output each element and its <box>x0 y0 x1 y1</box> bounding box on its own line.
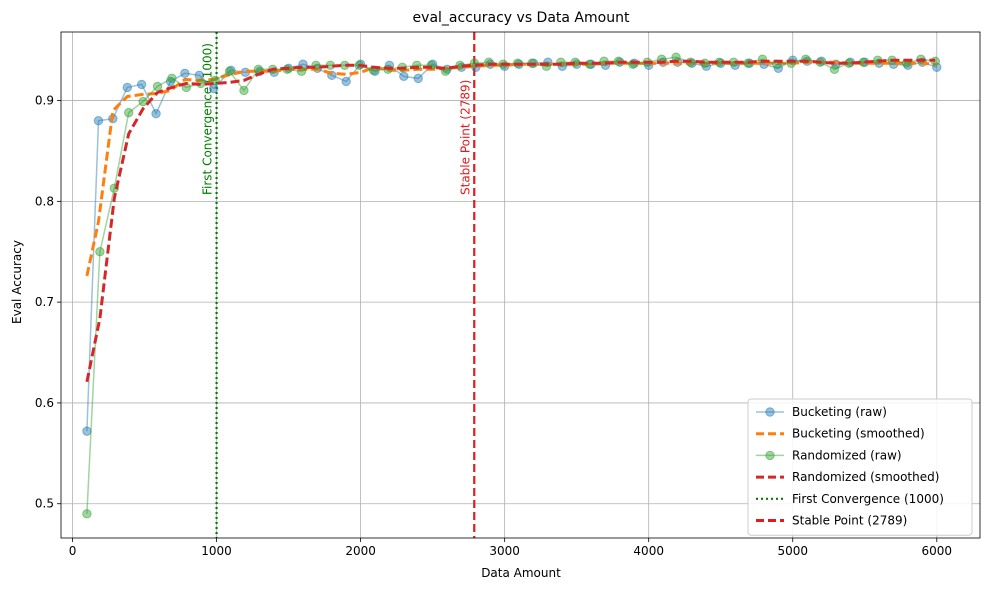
y-axis-label: Eval Accuracy <box>10 240 24 324</box>
data-point <box>82 509 92 519</box>
legend-swatch-marker <box>765 450 775 461</box>
legend-swatch-marker <box>765 407 775 417</box>
x-axis-label: Data Amount <box>481 566 561 580</box>
legend-label: First Convergence (1000) <box>792 492 944 506</box>
legend-box <box>747 398 973 536</box>
reference-lines: First Convergence (1000) Stable Point (27… <box>201 32 476 538</box>
x-tick-label: 5000 <box>777 544 808 558</box>
data-point <box>93 116 104 126</box>
data-point <box>208 83 219 94</box>
data-point <box>122 82 132 93</box>
y-tick-label: 0.8 <box>35 194 54 208</box>
series-line <box>85 58 936 383</box>
reference-line-label: First Convergence (1000) <box>201 43 215 195</box>
data-point <box>95 247 105 257</box>
reference-line-label: Stable Point (2789) <box>458 80 472 195</box>
data-point <box>194 70 204 81</box>
data-point <box>239 85 249 96</box>
x-tick-label: 2000 <box>345 544 376 558</box>
y-tick-label: 0.9 <box>35 94 54 108</box>
legend-label: Bucketing (smoothed) <box>792 427 925 441</box>
data-point <box>829 64 840 74</box>
data-point <box>138 96 148 107</box>
x-axis-ticks: 0 1000 2000 3000 4000 5000 6000 <box>69 538 952 558</box>
y-tick-label: 0.5 <box>35 497 54 511</box>
data-point <box>82 426 92 436</box>
data-point <box>180 68 190 79</box>
data-point <box>124 107 134 118</box>
legend-label: Randomized (smoothed) <box>792 470 939 484</box>
data-point <box>152 81 163 92</box>
x-tick-label: 0 <box>69 544 77 558</box>
legend-label: Randomized (raw) <box>792 448 902 462</box>
data-point <box>413 73 423 84</box>
legend-label: Stable Point (2789) <box>792 514 907 528</box>
data-point <box>224 66 235 77</box>
x-tick-label: 4000 <box>633 544 664 558</box>
data-point <box>341 76 351 87</box>
chart-title: eval_accuracy vs Data Amount <box>413 10 630 26</box>
y-axis-ticks: 0.5 0.6 0.7 0.8 0.9 <box>35 94 61 511</box>
x-tick-label: 6000 <box>922 544 953 558</box>
x-tick-label: 1000 <box>201 544 232 558</box>
data-point <box>136 79 147 90</box>
data-point <box>399 71 409 82</box>
plot-frame <box>60 31 981 539</box>
data-point <box>167 73 177 84</box>
data-point <box>226 65 236 76</box>
y-tick-label: 0.6 <box>35 396 54 410</box>
series-layer <box>82 52 942 519</box>
y-tick-label: 0.7 <box>35 295 54 309</box>
legend-label: Bucketing (raw) <box>792 405 887 419</box>
legend: Bucketing (raw) Bucketing (smoothed) Rando… <box>747 398 973 536</box>
x-tick-label: 3000 <box>489 544 520 558</box>
data-point <box>151 108 161 119</box>
